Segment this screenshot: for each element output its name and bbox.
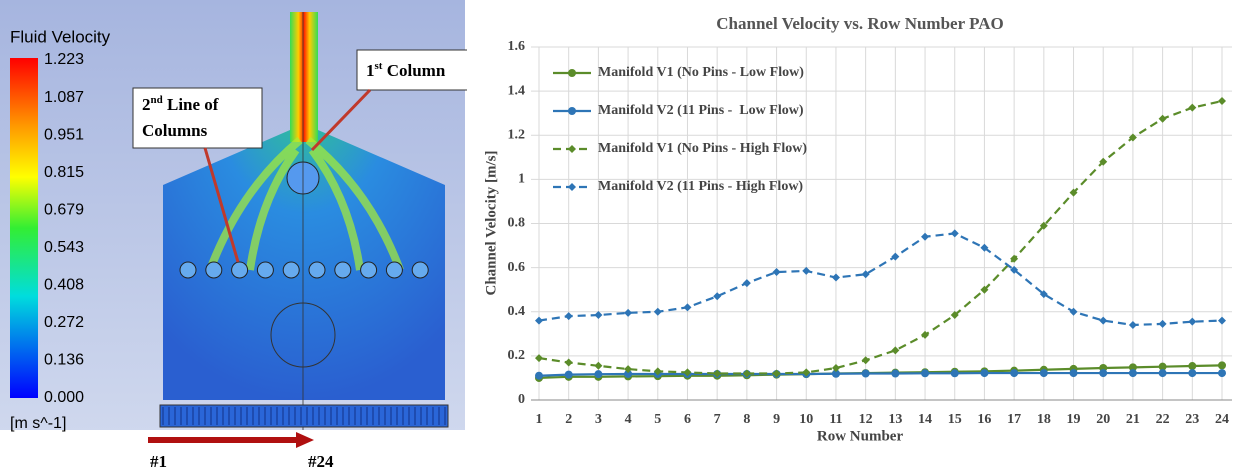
- x-tick-label: 17: [1007, 412, 1021, 427]
- cfd-panel: Fluid Velocity 1.223 1.087 0.951 0.815 0.679…: [0, 0, 475, 473]
- marker: [1010, 369, 1018, 377]
- marker: [535, 372, 543, 380]
- colorbar-label: 0.543: [44, 239, 84, 256]
- marker: [1129, 369, 1137, 377]
- marker: [594, 370, 602, 378]
- y-tick-label: 1.6: [508, 39, 526, 54]
- legend-label: Manifold V2 (11 Pins - High Flow): [598, 179, 803, 194]
- x-tick-label: 9: [773, 412, 780, 427]
- colorbar-label: 0.136: [44, 352, 84, 369]
- marker: [1070, 369, 1078, 377]
- channels: [160, 405, 448, 427]
- marker: [568, 107, 576, 115]
- y-tick-label: 0.2: [508, 348, 526, 363]
- pin: [180, 262, 196, 278]
- x-tick-label: 13: [888, 412, 902, 427]
- x-tick-label: 19: [1067, 412, 1081, 427]
- x-tick-label: 21: [1126, 412, 1140, 427]
- x-tick-label: 15: [948, 412, 962, 427]
- colorbar-title: Fluid Velocity: [10, 27, 111, 46]
- marker: [862, 370, 870, 378]
- y-tick-label: 0: [518, 392, 525, 407]
- annotation-part: Line of: [163, 95, 219, 114]
- y-tick-label: 1: [518, 172, 525, 187]
- chart-title: Channel Velocity vs. Row Number PAO: [716, 14, 1003, 33]
- marker: [1040, 369, 1048, 377]
- x-tick-label: 6: [684, 412, 691, 427]
- x-tick-label: 5: [654, 412, 661, 427]
- x-tick-label: 1: [536, 412, 543, 427]
- x-tick-label: 10: [799, 412, 813, 427]
- x-tick-label: 7: [714, 412, 721, 427]
- marker: [980, 369, 988, 377]
- annotation-part: Column: [382, 61, 445, 80]
- pin: [309, 262, 325, 278]
- marker: [951, 369, 959, 377]
- y-tick-label: 0.8: [508, 216, 526, 231]
- x-tick-label: 3: [595, 412, 602, 427]
- marker: [921, 369, 929, 377]
- pin: [232, 262, 248, 278]
- marker: [1188, 369, 1196, 377]
- colorbar-label: 0.000: [44, 389, 84, 406]
- pin: [335, 262, 351, 278]
- chart-bg: [467, 0, 1255, 473]
- y-tick-label: 0.6: [508, 260, 526, 275]
- colorbar: [10, 58, 38, 398]
- x-tick-label: 22: [1156, 412, 1170, 427]
- legend-label: Manifold V2 (11 Pins - Low Flow): [598, 103, 804, 118]
- x-axis-label: Row Number: [817, 428, 904, 444]
- marker: [568, 69, 576, 77]
- row-end-label: #24: [308, 452, 334, 471]
- colorbar-label: 0.679: [44, 201, 84, 218]
- marker: [1218, 369, 1226, 377]
- footer-bg: [0, 430, 465, 473]
- marker: [1218, 361, 1226, 369]
- pin: [386, 262, 402, 278]
- annotation: Columns: [142, 121, 208, 140]
- y-tick-label: 0.4: [508, 304, 526, 319]
- marker: [1159, 369, 1167, 377]
- marker: [891, 370, 899, 378]
- colorbar-label: 1.087: [44, 89, 84, 106]
- x-tick-label: 16: [977, 412, 991, 427]
- legend-label: Manifold V1 (No Pins - Low Flow): [598, 65, 804, 80]
- colorbar-label: 0.408: [44, 277, 84, 294]
- y-tick-label: 1.2: [508, 127, 526, 142]
- colorbar-label: 0.951: [44, 126, 84, 143]
- marker: [565, 371, 573, 379]
- inlet: [290, 12, 318, 142]
- annotation-part: 1: [366, 61, 375, 80]
- pin: [283, 262, 299, 278]
- marker: [1188, 362, 1196, 370]
- x-tick-label: 2: [565, 412, 572, 427]
- row-start-label: #1: [150, 452, 167, 471]
- annotation-sup: nd: [151, 94, 163, 106]
- y-axis-label: Channel Velocity [m/s]: [483, 150, 499, 295]
- colorbar-label: 0.272: [44, 314, 84, 331]
- x-tick-label: 24: [1215, 412, 1229, 427]
- x-tick-label: 8: [743, 412, 750, 427]
- pin: [206, 262, 222, 278]
- x-tick-label: 4: [625, 412, 632, 427]
- x-tick-label: 18: [1037, 412, 1051, 427]
- marker: [1099, 369, 1107, 377]
- x-tick-label: 12: [859, 412, 873, 427]
- colorbar-unit: [m s^-1]: [10, 415, 66, 432]
- x-tick-label: 20: [1096, 412, 1110, 427]
- colorbar-label: 1.223: [44, 51, 84, 68]
- pin: [412, 262, 428, 278]
- legend-label: Manifold V1 (No Pins - High Flow): [598, 141, 807, 156]
- y-tick-label: 1.4: [508, 83, 526, 98]
- page: Fluid Velocity 1.2231.0870.9510.8150.679…: [0, 0, 1255, 473]
- chart: Channel Velocity vs. Row Number PAO Row …: [467, 0, 1255, 473]
- pin: [257, 262, 273, 278]
- x-tick-label: 14: [918, 412, 932, 427]
- x-tick-label: 11: [829, 412, 842, 427]
- pin: [361, 262, 377, 278]
- x-tick-label: 23: [1185, 412, 1199, 427]
- colorbar-label: 0.815: [44, 164, 84, 181]
- annotation-part: 2: [142, 95, 151, 114]
